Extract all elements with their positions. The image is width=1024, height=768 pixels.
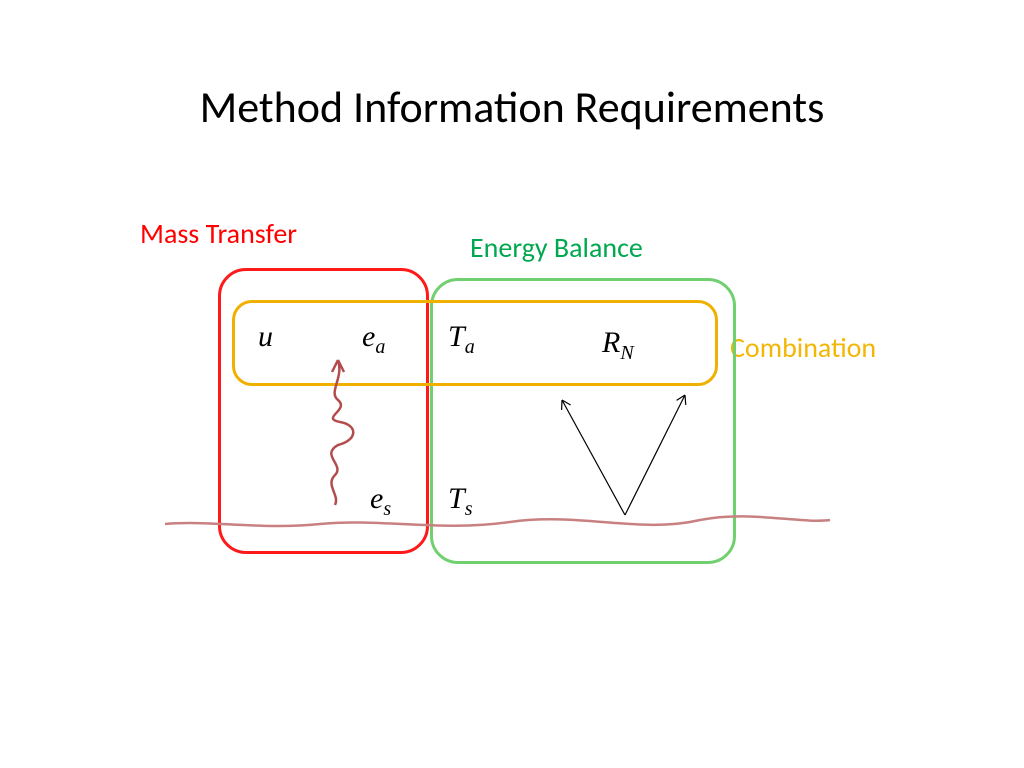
slide-title: Method Information Requirements (0, 80, 1024, 134)
var-RN: RN (602, 326, 634, 365)
label-mass-transfer: Mass Transfer (140, 216, 297, 251)
box-combination (232, 300, 718, 386)
var-Ta: Ta (448, 320, 475, 359)
var-ea: ea (362, 320, 385, 359)
label-energy-balance: Energy Balance (470, 230, 643, 265)
label-combination: Combination (730, 330, 876, 365)
var-Ts: Ts (448, 482, 472, 521)
var-es: es (370, 482, 391, 521)
var-u: u (258, 320, 273, 354)
